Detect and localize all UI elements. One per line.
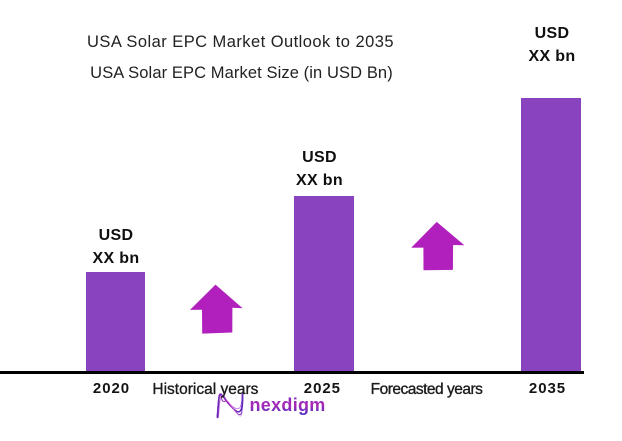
svg-text:nexdigm: nexdigm: [250, 395, 326, 415]
